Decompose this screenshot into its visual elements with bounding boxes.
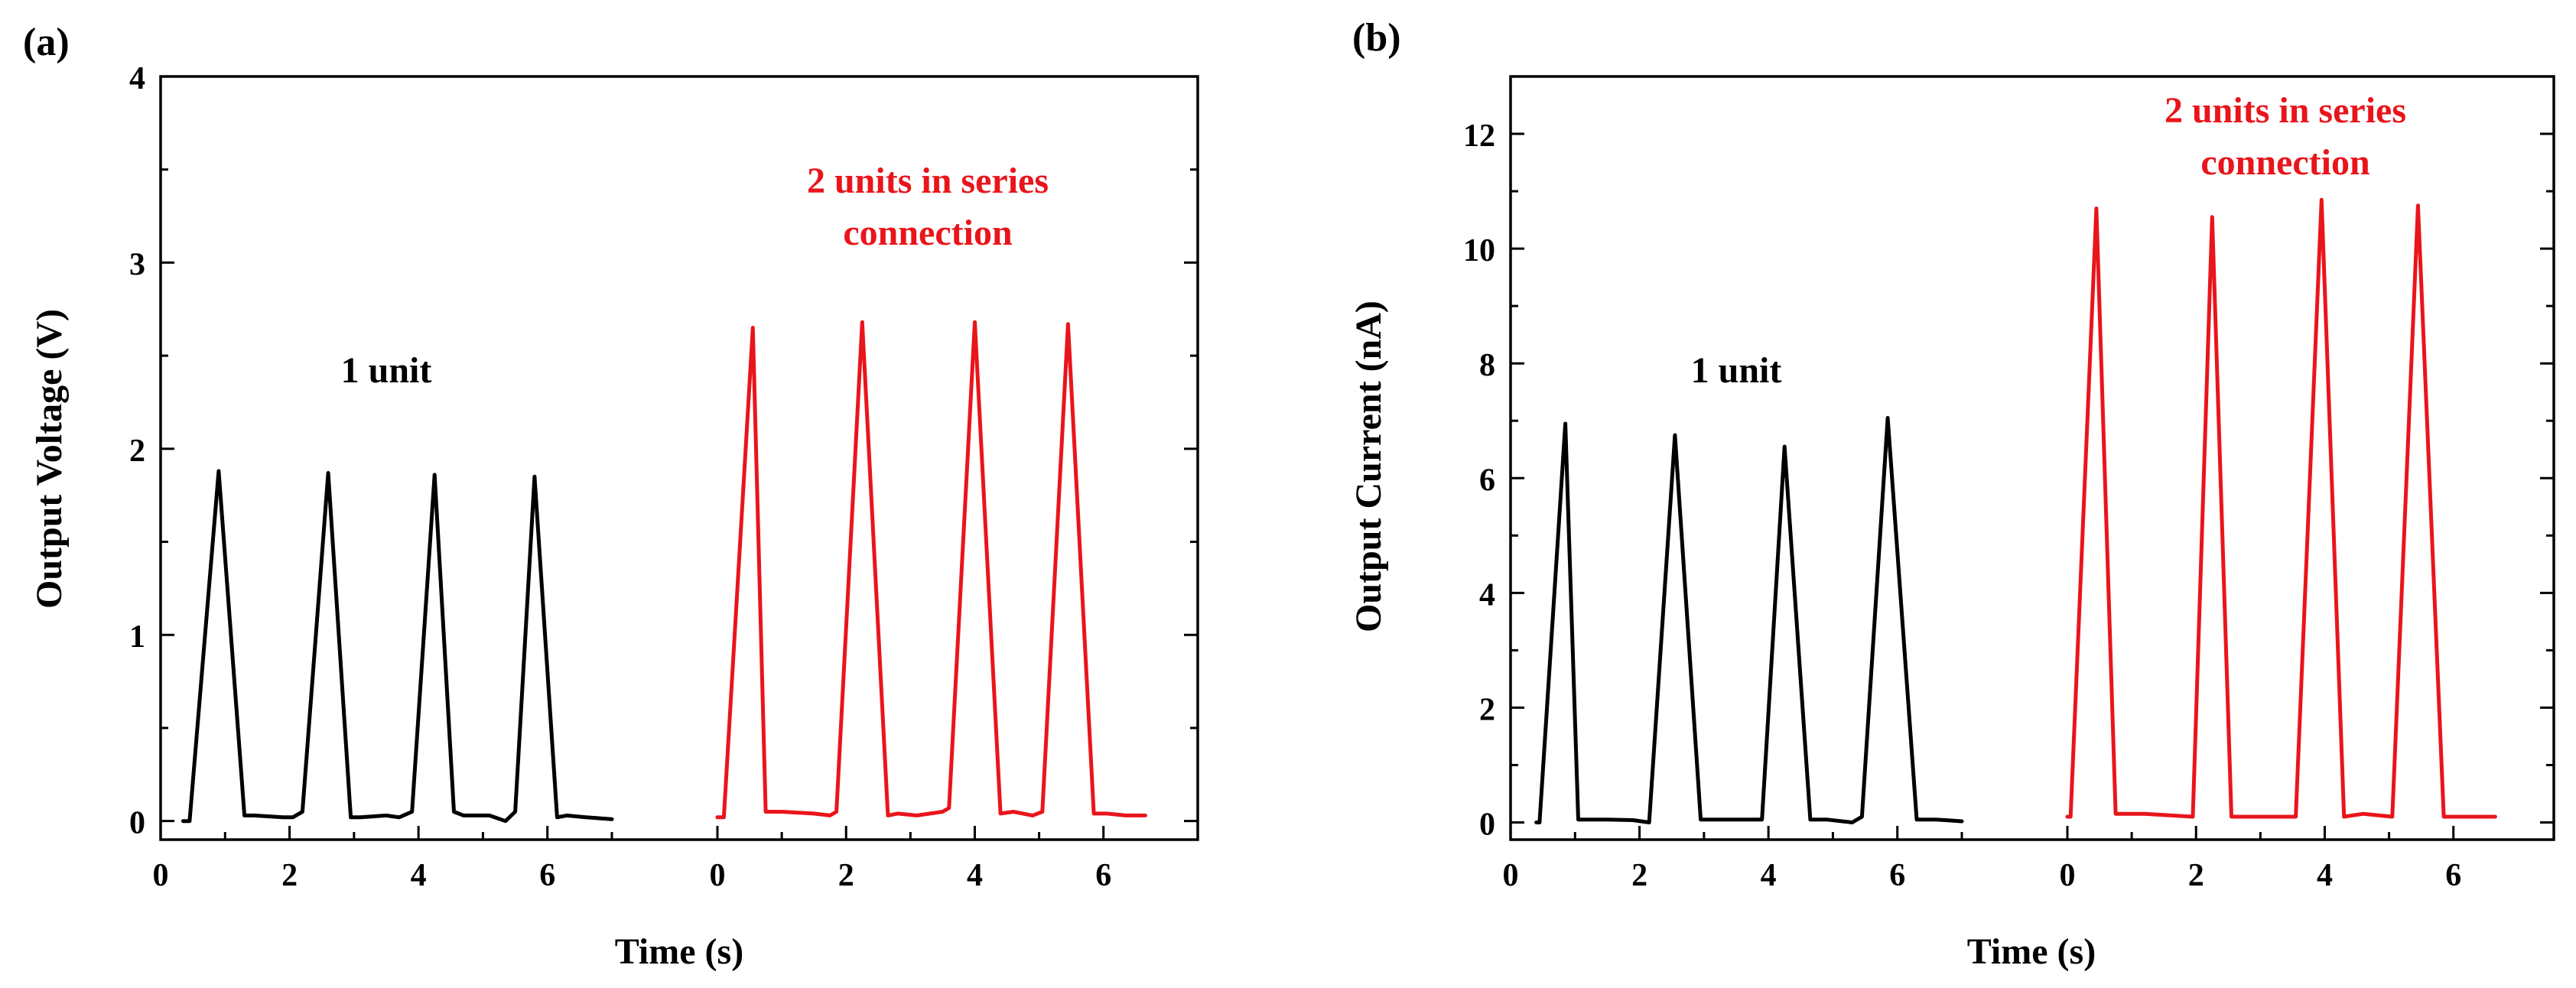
panel-a-voltage: (a) Output Voltage (V) Time (s) 0 1 2 3 4 0 2…	[23, 21, 1199, 972]
series-line-1-unit	[1534, 416, 1964, 824]
x-tick-label: 4	[411, 858, 427, 893]
x-tick-label: 6	[2445, 858, 2461, 893]
x-axis-ticks-2-units: 0 2 4 6	[2060, 826, 2461, 893]
x-axis-ticks-2-units: 0 2 4 6	[710, 826, 1111, 893]
annotation-1-unit: 1 unit	[1691, 350, 1782, 391]
x-axis-label: Time (s)	[615, 931, 743, 972]
y-tick-label: 0	[129, 806, 145, 841]
y-axis-ticks: 0 2 4 6 8 10 12	[1463, 119, 2554, 842]
x-tick-label: 0	[2060, 858, 2076, 893]
x-tick-label: 4	[1761, 858, 1777, 893]
series-lines	[1534, 197, 2497, 824]
x-tick-label: 4	[967, 858, 983, 893]
panel-b-current: (b) Output Current (nA) Time (s) 0 2 4 6 8 10…	[1348, 16, 2555, 972]
y-axis-label: Output Current (nA)	[1348, 301, 1389, 632]
x-tick-label: 2	[838, 858, 854, 893]
series-lines	[181, 320, 1147, 824]
panel-label: (a)	[23, 21, 70, 64]
annotation-2-units-line2: connection	[843, 213, 1012, 253]
series-line-1-unit	[181, 469, 614, 824]
y-tick-label: 4	[1479, 577, 1495, 613]
x-tick-label: 2	[2188, 858, 2204, 893]
x-axis-ticks-1-unit: 0 2 4 6	[153, 826, 613, 893]
y-tick-label: 8	[1479, 348, 1495, 383]
y-tick-label: 3	[129, 247, 145, 282]
plot-frame	[159, 75, 1199, 841]
annotation-2-units-line1: 2 units in series	[2165, 90, 2406, 131]
x-tick-label: 6	[539, 858, 555, 893]
plot-frame	[1509, 75, 2555, 841]
y-tick-label: 4	[129, 61, 145, 96]
x-tick-label: 0	[1503, 858, 1519, 893]
y-tick-label: 12	[1463, 119, 1495, 154]
y-tick-label: 1	[129, 619, 145, 655]
y-tick-label: 6	[1479, 463, 1495, 498]
y-tick-label: 10	[1463, 233, 1495, 268]
y-axis-label: Output Voltage (V)	[29, 309, 70, 609]
x-tick-label: 0	[710, 858, 726, 893]
x-tick-label: 6	[1095, 858, 1111, 893]
x-tick-label: 2	[281, 858, 298, 893]
annotation-2-units-line1: 2 units in series	[807, 161, 1049, 201]
x-tick-label: 4	[2317, 858, 2333, 893]
y-tick-label: 2	[129, 434, 145, 469]
x-axis-label: Time (s)	[1967, 931, 2096, 972]
x-axis-ticks-1-unit: 0 2 4 6	[1503, 826, 1963, 893]
y-axis-ticks: 0 1 2 3 4	[129, 61, 1198, 841]
panel-label: (b)	[1352, 16, 1401, 60]
x-tick-label: 2	[1631, 858, 1647, 893]
y-tick-label: 0	[1479, 807, 1495, 842]
series-line-2-units	[715, 320, 1147, 820]
annotation-2-units-line2: connection	[2200, 142, 2369, 183]
x-tick-label: 0	[153, 858, 169, 893]
y-tick-label: 2	[1479, 692, 1495, 727]
annotation-1-unit: 1 unit	[341, 350, 432, 391]
series-line-2-units	[2065, 197, 2497, 819]
x-tick-label: 6	[1889, 858, 1905, 893]
